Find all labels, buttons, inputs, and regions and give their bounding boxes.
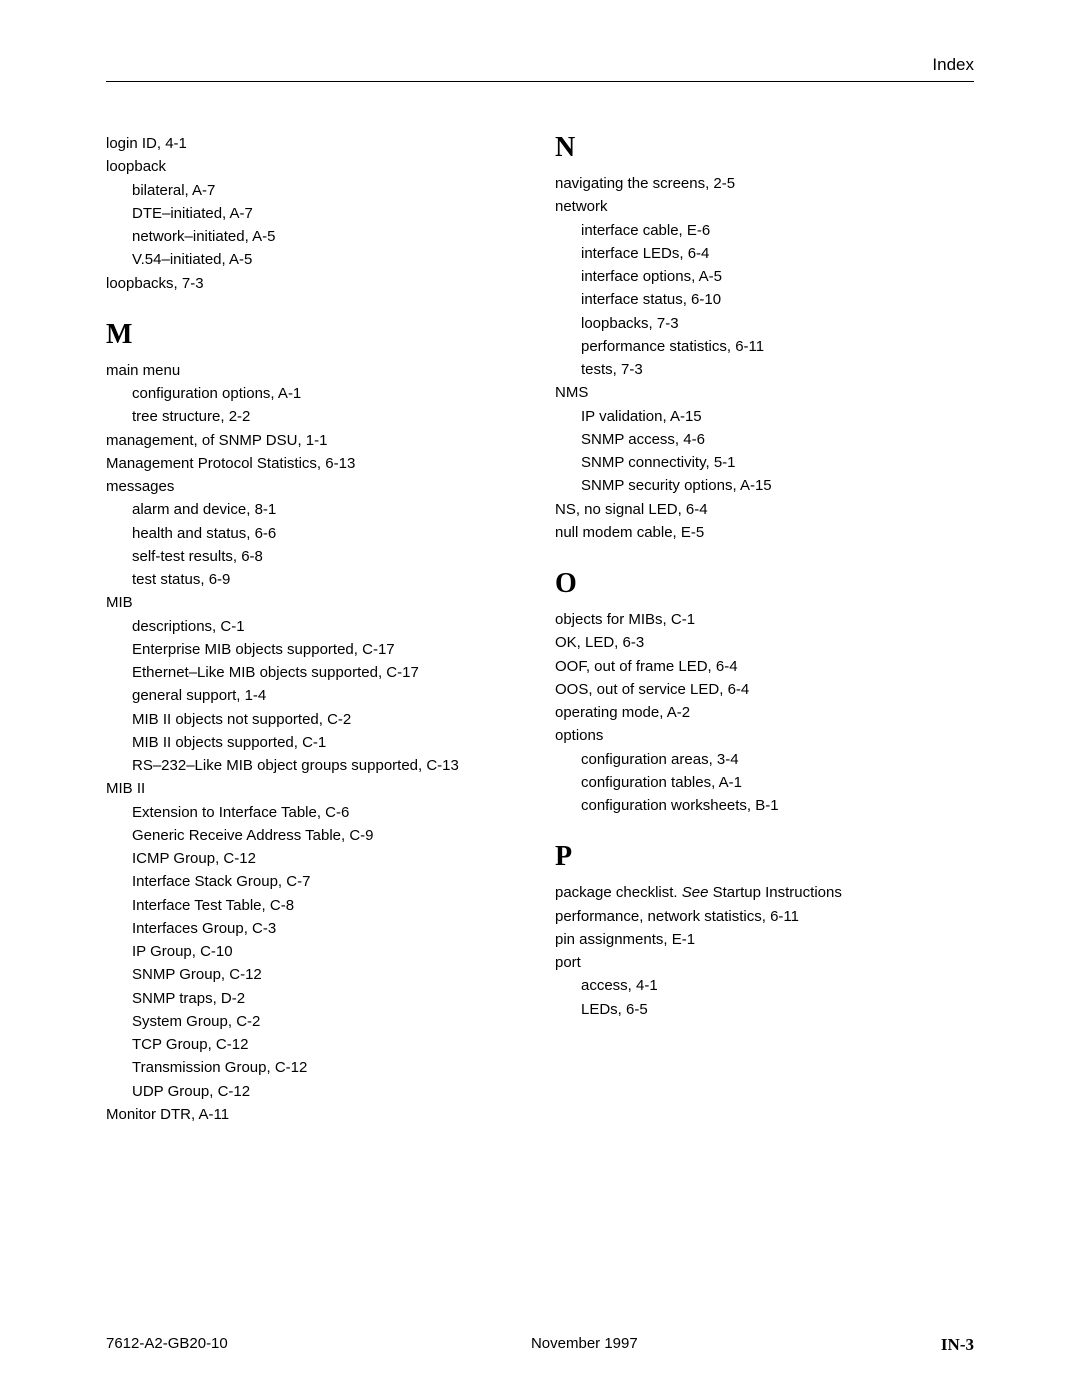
index-subentry: performance statistics, 6-11 bbox=[555, 335, 974, 358]
index-entry: MIB II bbox=[106, 777, 525, 800]
index-subentry: descriptions, C-1 bbox=[106, 615, 525, 638]
index-subentry: SNMP security options, A-15 bbox=[555, 474, 974, 497]
index-subentry: SNMP Group, C-12 bbox=[106, 963, 525, 986]
index-entry: OOS, out of service LED, 6-4 bbox=[555, 678, 974, 701]
index-subentry: configuration options, A-1 bbox=[106, 382, 525, 405]
index-entry: navigating the screens, 2-5 bbox=[555, 172, 974, 195]
section-letter-n: N bbox=[555, 132, 974, 164]
index-entry: NMS bbox=[555, 381, 974, 404]
footer-center: November 1997 bbox=[531, 1335, 638, 1355]
index-entry: package checklist. See Startup Instructi… bbox=[555, 881, 974, 904]
index-subentry: TCP Group, C-12 bbox=[106, 1033, 525, 1056]
index-subentry: alarm and device, 8-1 bbox=[106, 498, 525, 521]
index-entry: OK, LED, 6-3 bbox=[555, 631, 974, 654]
index-subentry: LEDs, 6-5 bbox=[555, 998, 974, 1021]
footer-page-number: IN-3 bbox=[941, 1335, 974, 1355]
index-subentry: interface status, 6-10 bbox=[555, 288, 974, 311]
index-entry: network bbox=[555, 195, 974, 218]
index-subentry: tree structure, 2-2 bbox=[106, 405, 525, 428]
index-subentry: configuration areas, 3-4 bbox=[555, 748, 974, 771]
index-entry: performance, network statistics, 6-11 bbox=[555, 905, 974, 928]
index-entry: objects for MIBs, C-1 bbox=[555, 608, 974, 631]
index-subentry: IP validation, A-15 bbox=[555, 405, 974, 428]
index-subentry: SNMP connectivity, 5-1 bbox=[555, 451, 974, 474]
index-subentry: DTE–initiated, A-7 bbox=[106, 202, 525, 225]
index-entry: operating mode, A-2 bbox=[555, 701, 974, 724]
index-subentry: access, 4-1 bbox=[555, 974, 974, 997]
index-subentry: MIB II objects supported, C-1 bbox=[106, 731, 525, 754]
index-entry: messages bbox=[106, 475, 525, 498]
index-subentry: tests, 7-3 bbox=[555, 358, 974, 381]
index-subentry: network–initiated, A-5 bbox=[106, 225, 525, 248]
index-subentry: Interface Test Table, C-8 bbox=[106, 894, 525, 917]
index-entry: main menu bbox=[106, 359, 525, 382]
index-subentry: general support, 1-4 bbox=[106, 684, 525, 707]
index-entry: options bbox=[555, 724, 974, 747]
index-subentry: Interfaces Group, C-3 bbox=[106, 917, 525, 940]
index-entry: MIB bbox=[106, 591, 525, 614]
footer: 7612-A2-GB20-10 November 1997 IN-3 bbox=[106, 1335, 974, 1355]
index-columns: login ID, 4-1 loopback bilateral, A-7 DT… bbox=[106, 132, 974, 1126]
index-entry: login ID, 4-1 bbox=[106, 132, 525, 155]
section-letter-m: M bbox=[106, 319, 525, 351]
index-subentry: interface options, A-5 bbox=[555, 265, 974, 288]
index-subentry: bilateral, A-7 bbox=[106, 179, 525, 202]
index-subentry: SNMP traps, D-2 bbox=[106, 987, 525, 1010]
page: Index login ID, 4-1 loopback bilateral, … bbox=[0, 0, 1080, 1397]
header-title: Index bbox=[106, 55, 974, 81]
index-subentry: configuration worksheets, B-1 bbox=[555, 794, 974, 817]
index-entry: management, of SNMP DSU, 1-1 bbox=[106, 429, 525, 452]
index-subentry: Ethernet–Like MIB objects supported, C-1… bbox=[106, 661, 525, 684]
right-column: N navigating the screens, 2-5 network in… bbox=[555, 132, 974, 1126]
index-subentry: Transmission Group, C-12 bbox=[106, 1056, 525, 1079]
index-subentry: interface cable, E-6 bbox=[555, 219, 974, 242]
index-subentry: IP Group, C-10 bbox=[106, 940, 525, 963]
index-entry: Monitor DTR, A-11 bbox=[106, 1103, 525, 1126]
index-subentry: self-test results, 6-8 bbox=[106, 545, 525, 568]
index-subentry: V.54–initiated, A-5 bbox=[106, 248, 525, 271]
header-rule bbox=[106, 81, 974, 82]
see-ref: See bbox=[682, 884, 709, 901]
index-subentry: test status, 6-9 bbox=[106, 568, 525, 591]
index-entry: pin assignments, E-1 bbox=[555, 928, 974, 951]
text: Startup Instructions bbox=[708, 884, 841, 901]
index-entry: port bbox=[555, 951, 974, 974]
index-entry: OOF, out of frame LED, 6-4 bbox=[555, 655, 974, 678]
left-column: login ID, 4-1 loopback bilateral, A-7 DT… bbox=[106, 132, 525, 1126]
index-subentry: configuration tables, A-1 bbox=[555, 771, 974, 794]
index-subentry: health and status, 6-6 bbox=[106, 522, 525, 545]
index-entry: loopback bbox=[106, 155, 525, 178]
index-subentry: Extension to Interface Table, C-6 bbox=[106, 801, 525, 824]
index-subentry: ICMP Group, C-12 bbox=[106, 847, 525, 870]
index-subentry: SNMP access, 4-6 bbox=[555, 428, 974, 451]
index-subentry: Generic Receive Address Table, C-9 bbox=[106, 824, 525, 847]
text: package checklist. bbox=[555, 884, 682, 901]
index-subentry: interface LEDs, 6-4 bbox=[555, 242, 974, 265]
footer-left: 7612-A2-GB20-10 bbox=[106, 1335, 228, 1355]
index-entry: NS, no signal LED, 6-4 bbox=[555, 498, 974, 521]
section-letter-o: O bbox=[555, 568, 974, 600]
index-subentry: RS–232–Like MIB object groups supported,… bbox=[106, 754, 525, 777]
index-entry: Management Protocol Statistics, 6-13 bbox=[106, 452, 525, 475]
index-subentry: MIB II objects not supported, C-2 bbox=[106, 708, 525, 731]
index-subentry: UDP Group, C-12 bbox=[106, 1080, 525, 1103]
index-entry: loopbacks, 7-3 bbox=[106, 272, 525, 295]
index-subentry: System Group, C-2 bbox=[106, 1010, 525, 1033]
index-subentry: loopbacks, 7-3 bbox=[555, 312, 974, 335]
index-subentry: Interface Stack Group, C-7 bbox=[106, 870, 525, 893]
index-subentry: Enterprise MIB objects supported, C-17 bbox=[106, 638, 525, 661]
section-letter-p: P bbox=[555, 841, 974, 873]
index-entry: null modem cable, E-5 bbox=[555, 521, 974, 544]
